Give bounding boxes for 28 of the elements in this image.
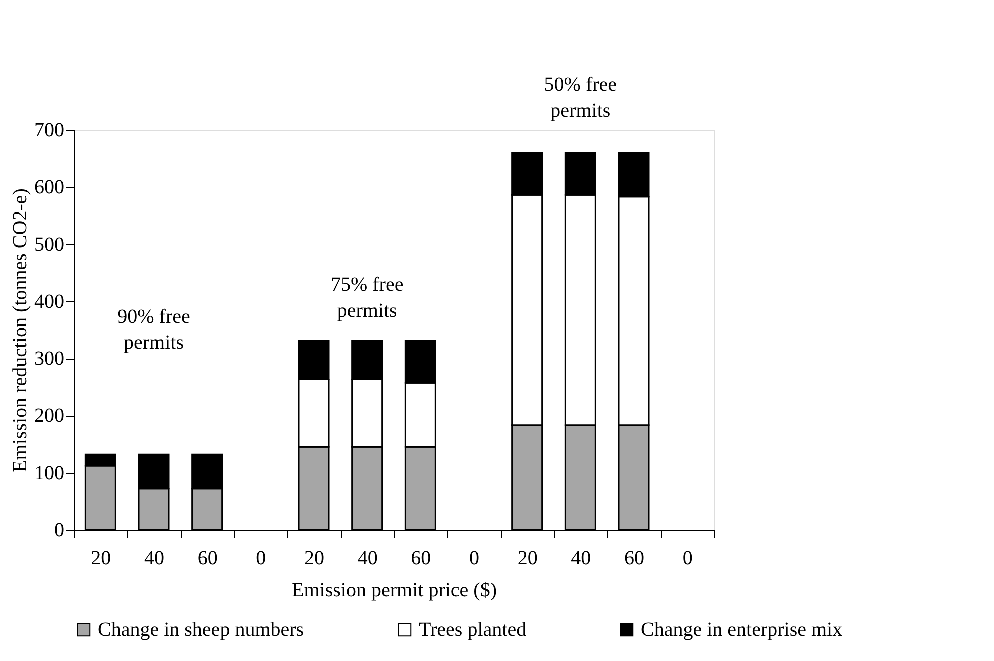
annotation: 90% free permits bbox=[118, 306, 190, 354]
legend-label: Change in enterprise mix bbox=[641, 619, 843, 641]
x-axis-title: Emission permit price ($) bbox=[292, 580, 497, 602]
y-tick-label: 500 bbox=[34, 234, 64, 256]
x-tick-label: 20 bbox=[304, 548, 324, 570]
y-tick-label: 700 bbox=[34, 120, 64, 142]
y-tick-label: 200 bbox=[34, 405, 64, 428]
x-tick-label: 0 bbox=[682, 548, 693, 570]
y-tick-label: 100 bbox=[34, 462, 64, 484]
x-tick-label: 20 bbox=[91, 548, 112, 570]
x-tick-label: 60 bbox=[624, 548, 644, 570]
x-tick-label: 40 bbox=[358, 548, 378, 570]
y-tick-label: 300 bbox=[34, 348, 64, 370]
x-tick-label: 20 bbox=[518, 548, 538, 570]
annotation: 75% free permits bbox=[330, 274, 404, 322]
y-tick-label: 0 bbox=[54, 520, 64, 542]
legend-label: Trees planted bbox=[419, 619, 527, 641]
x-tick-label: 0 bbox=[256, 548, 266, 570]
x-tick-label: 40 bbox=[571, 548, 592, 570]
x-tick-label: 60 bbox=[198, 548, 218, 570]
y-tick-label: 400 bbox=[34, 290, 64, 313]
legend-label: Change in sheep numbers bbox=[98, 619, 304, 641]
x-tick-label: 40 bbox=[144, 548, 164, 570]
y-tick-label: 600 bbox=[34, 176, 64, 199]
x-tick-label: 0 bbox=[470, 548, 480, 570]
y-axis-title: Emission reduction (tonnes CO2-e) bbox=[10, 188, 32, 472]
x-tick-label: 60 bbox=[411, 548, 432, 570]
text: 50% free permits bbox=[544, 74, 618, 122]
